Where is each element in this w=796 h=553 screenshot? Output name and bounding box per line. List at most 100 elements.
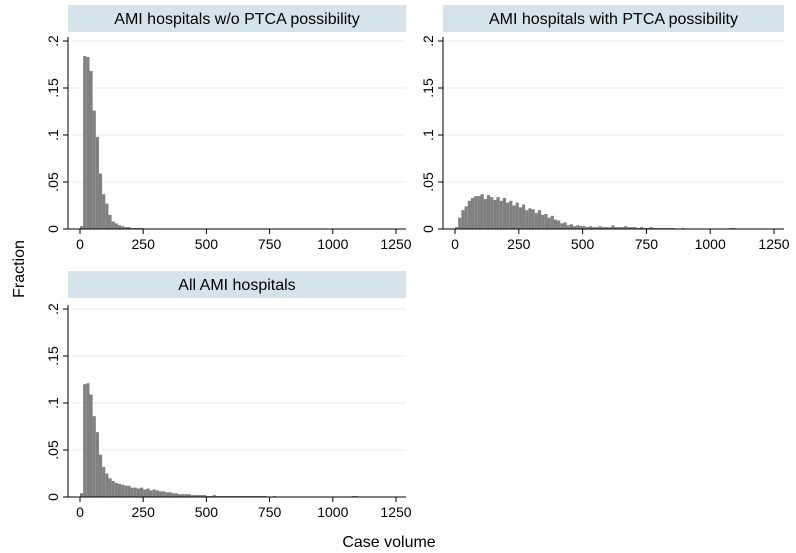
x-tick-label: 0: [76, 236, 84, 252]
histogram-bar: [95, 136, 99, 229]
histogram-bar: [640, 227, 644, 229]
histogram-bar: [86, 383, 90, 497]
histogram-bar: [624, 226, 628, 229]
histogram-bar: [171, 493, 175, 497]
histogram-bar: [124, 227, 128, 229]
histogram-bar: [573, 226, 577, 229]
histogram-bar: [608, 227, 612, 229]
histogram-bar: [547, 217, 551, 229]
x-tick-label: 750: [635, 236, 659, 252]
histogram-bar: [553, 219, 558, 229]
y-tick-label: .2: [45, 303, 61, 315]
histogram-bar: [200, 495, 204, 497]
histogram-bar: [617, 227, 621, 229]
histogram-bar: [140, 487, 144, 497]
histogram-bar: [105, 473, 109, 497]
panel-2: AMI hospitals with PTCA possibility 0 .05.…: [420, 5, 790, 252]
x-tick-label: 250: [132, 236, 156, 252]
histogram-bar: [146, 488, 150, 497]
histogram-bar: [102, 194, 106, 229]
histogram-bar: [595, 227, 599, 229]
x-tick-label: 500: [195, 236, 219, 252]
histogram-bar: [155, 490, 159, 497]
histogram-bar: [159, 491, 163, 497]
histogram-bar: [569, 224, 574, 229]
y-tick-label: 0: [45, 493, 61, 501]
histogram-bar: [521, 204, 526, 229]
histogram-bar: [89, 394, 93, 497]
histogram-bar: [502, 197, 507, 229]
histogram-bar: [83, 56, 87, 229]
histogram-bar: [461, 210, 465, 229]
histogram-bar: [80, 226, 84, 229]
x-tick-label: 1250: [380, 236, 411, 252]
y-tick-label: .1: [420, 129, 436, 141]
histogram-bar: [190, 495, 194, 497]
histogram-bar: [114, 482, 118, 497]
histogram-bar: [592, 227, 596, 229]
histogram-bar: [506, 202, 510, 229]
x-tick-label: 500: [195, 504, 219, 520]
histogram-bar: [177, 494, 182, 497]
x-tick-label: 1000: [317, 504, 348, 520]
x-tick-label: 750: [258, 504, 282, 520]
histogram-bar: [464, 206, 468, 229]
histogram-bar: [483, 198, 487, 229]
histogram-bar: [95, 432, 99, 497]
histogram-bar: [557, 220, 561, 229]
x-tick-label: 250: [132, 504, 156, 520]
histogram-bar: [582, 226, 586, 229]
panel-title-strip: [68, 5, 406, 32]
histogram-bar: [480, 194, 484, 229]
x-tick-label: 500: [571, 236, 595, 252]
histogram-bar: [121, 226, 125, 229]
panel-3: All AMI hospitals 0 .05 .1 .15 .2 0 250 500 750 10…: [45, 271, 412, 520]
histogram-bar: [614, 227, 618, 229]
histogram-bar: [108, 214, 112, 229]
histogram-bar: [515, 202, 519, 229]
x-tick-label: 0: [451, 236, 459, 252]
y-tick-label: .2: [45, 35, 61, 47]
histogram-bar: [92, 416, 96, 497]
histogram-bar: [496, 197, 500, 229]
y-tick-label: .1: [45, 397, 61, 409]
histogram-bar: [130, 487, 134, 497]
histogram-bar: [537, 210, 542, 229]
histogram-bar: [92, 110, 96, 229]
x-tick-label: 1250: [380, 504, 411, 520]
histogram-bar: [493, 199, 497, 229]
histogram-bar: [566, 225, 570, 229]
histogram-bar: [117, 483, 122, 497]
histogram-bar: [127, 485, 131, 497]
histogram-bar: [174, 493, 178, 497]
histogram-bar: [544, 213, 548, 229]
histogram-bar: [114, 223, 118, 229]
histogram-bar: [187, 494, 191, 497]
panel-title-strip: [68, 271, 406, 298]
histogram-bar: [86, 56, 90, 230]
histogram-bar: [633, 227, 637, 229]
histogram-bar: [127, 227, 131, 229]
histogram-bar: [474, 196, 478, 229]
histogram-bar: [620, 227, 625, 229]
histogram-bar: [458, 217, 462, 229]
histogram-bar: [111, 481, 115, 497]
histogram-bar: [627, 227, 631, 229]
histogram-bar: [117, 225, 122, 229]
y-tick-label: .05: [420, 172, 436, 192]
y-tick-label: .15: [420, 78, 436, 98]
histogram-bar: [108, 478, 112, 497]
histogram-bar: [124, 485, 128, 497]
histogram-bar: [598, 226, 602, 229]
panel-title: All AMI hospitals: [178, 277, 295, 294]
histogram-bar: [89, 71, 93, 229]
histogram-bar: [165, 492, 169, 497]
histogram-bar: [649, 227, 653, 229]
histogram-bar: [477, 196, 481, 229]
histogram-bar: [579, 226, 583, 229]
histogram-bar: [455, 227, 459, 229]
histogram-bar: [184, 494, 188, 497]
panels-group: AMI hospitals w/o PTCA possibility 0 .05 .1…: [45, 5, 790, 520]
x-axis-title: Case volume: [342, 534, 435, 551]
y-tick-label: 0: [45, 225, 61, 233]
